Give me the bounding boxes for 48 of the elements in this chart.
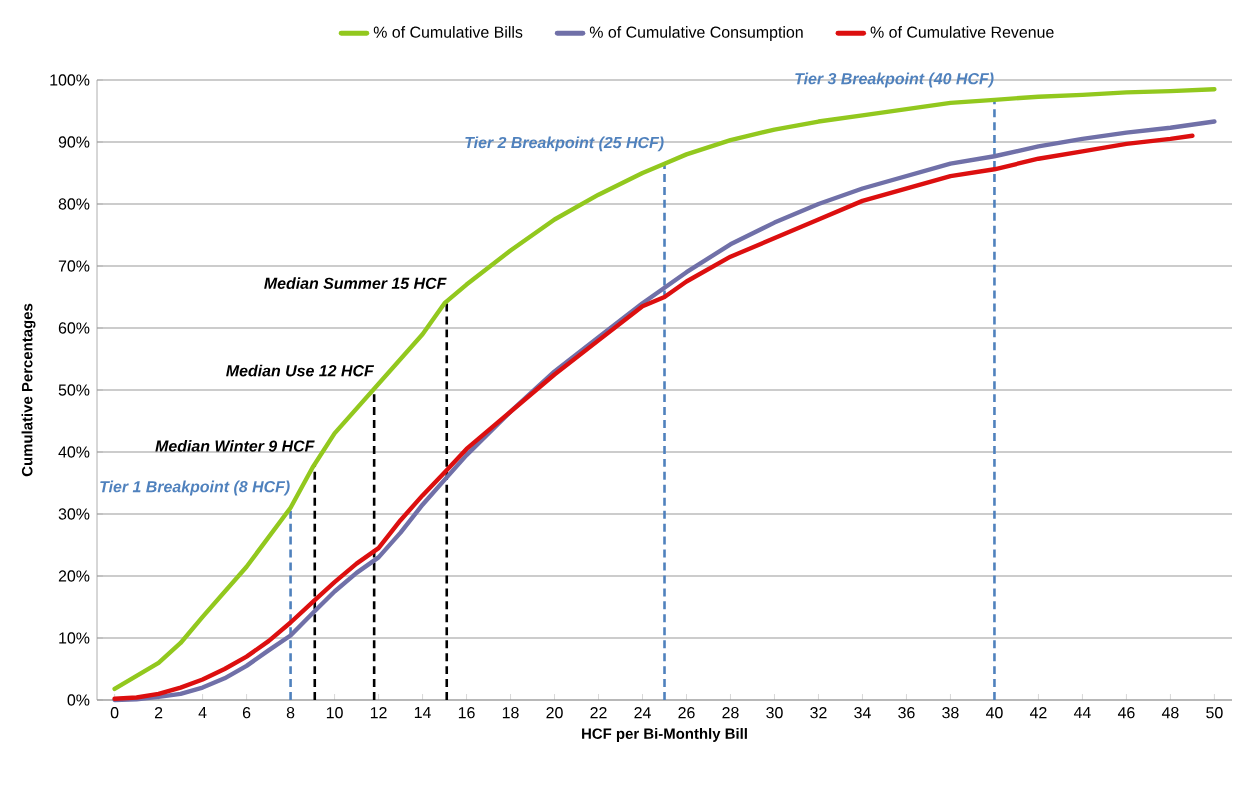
x-tick-label: 14: [414, 707, 431, 718]
y-tick-label: 10%: [59, 632, 90, 644]
x-tick-label: 10: [326, 707, 343, 719]
y-tick-label: 60%: [58, 322, 90, 334]
y-tick-label: 70%: [58, 260, 90, 272]
legend-label: % of Cumulative Consumption: [589, 26, 803, 41]
y-tick-label: 30%: [58, 508, 90, 520]
x-tick-label: 28: [722, 707, 739, 719]
x-tick-label: 12: [370, 707, 387, 719]
y-axis-title: Cumulative Percentages: [21, 303, 36, 477]
legend-label: % of Cumulative Bills: [373, 26, 523, 38]
x-tick-label: 0: [110, 707, 119, 719]
y-tick-label: 100%: [50, 74, 90, 86]
x-tick-label: 34: [854, 707, 871, 719]
y-tick-label: 50%: [58, 384, 90, 396]
x-tick-label: 42: [1029, 707, 1047, 719]
x-tick-label: 44: [1073, 707, 1091, 718]
y-tick-label: 20%: [58, 570, 90, 582]
y-tick-label: 80%: [58, 198, 90, 210]
x-tick-label: 6: [242, 707, 251, 719]
legend-label: % of Cumulative Revenue: [870, 26, 1054, 38]
x-tick-label: 50: [1206, 707, 1223, 719]
ref-line-label: Median Summer 15 HCF: [264, 277, 447, 289]
ref-line-label: Tier 1 Breakpoint (8 HCF): [100, 480, 290, 496]
x-tick-label: 30: [766, 707, 783, 719]
x-tick-label: 2: [154, 707, 163, 719]
x-tick-label: 20: [546, 707, 563, 719]
x-tick-label: 4: [198, 707, 207, 718]
x-tick-label: 32: [810, 707, 827, 719]
x-tick-label: 18: [502, 707, 519, 719]
x-tick-label: 24: [634, 707, 651, 719]
x-tick-label: 22: [590, 707, 607, 719]
x-tick-label: 48: [1161, 707, 1179, 719]
ref-line-label: Tier 2 Breakpoint (25 HCF): [465, 136, 664, 152]
x-tick-label: 46: [1117, 707, 1135, 719]
x-tick-label: 26: [678, 707, 695, 719]
x-tick-label: 38: [942, 707, 959, 719]
x-axis-title: HCF per Bi-Monthly Bill: [582, 728, 747, 742]
y-tick-label: 90%: [58, 136, 90, 148]
ref-line-label: Median Use 12 HCF: [226, 364, 375, 377]
y-tick-label: 0%: [67, 694, 90, 706]
y-tick-label: 40%: [58, 446, 90, 458]
ref-line-label: Tier 3 Breakpoint (40 HCF): [795, 72, 994, 88]
x-tick-label: 8: [286, 707, 295, 719]
x-tick-label: 36: [898, 707, 915, 719]
x-tick-label: 40: [985, 707, 1003, 719]
x-tick-label: 16: [458, 707, 475, 719]
ref-line-label: Median Winter 9 HCF: [155, 440, 315, 452]
